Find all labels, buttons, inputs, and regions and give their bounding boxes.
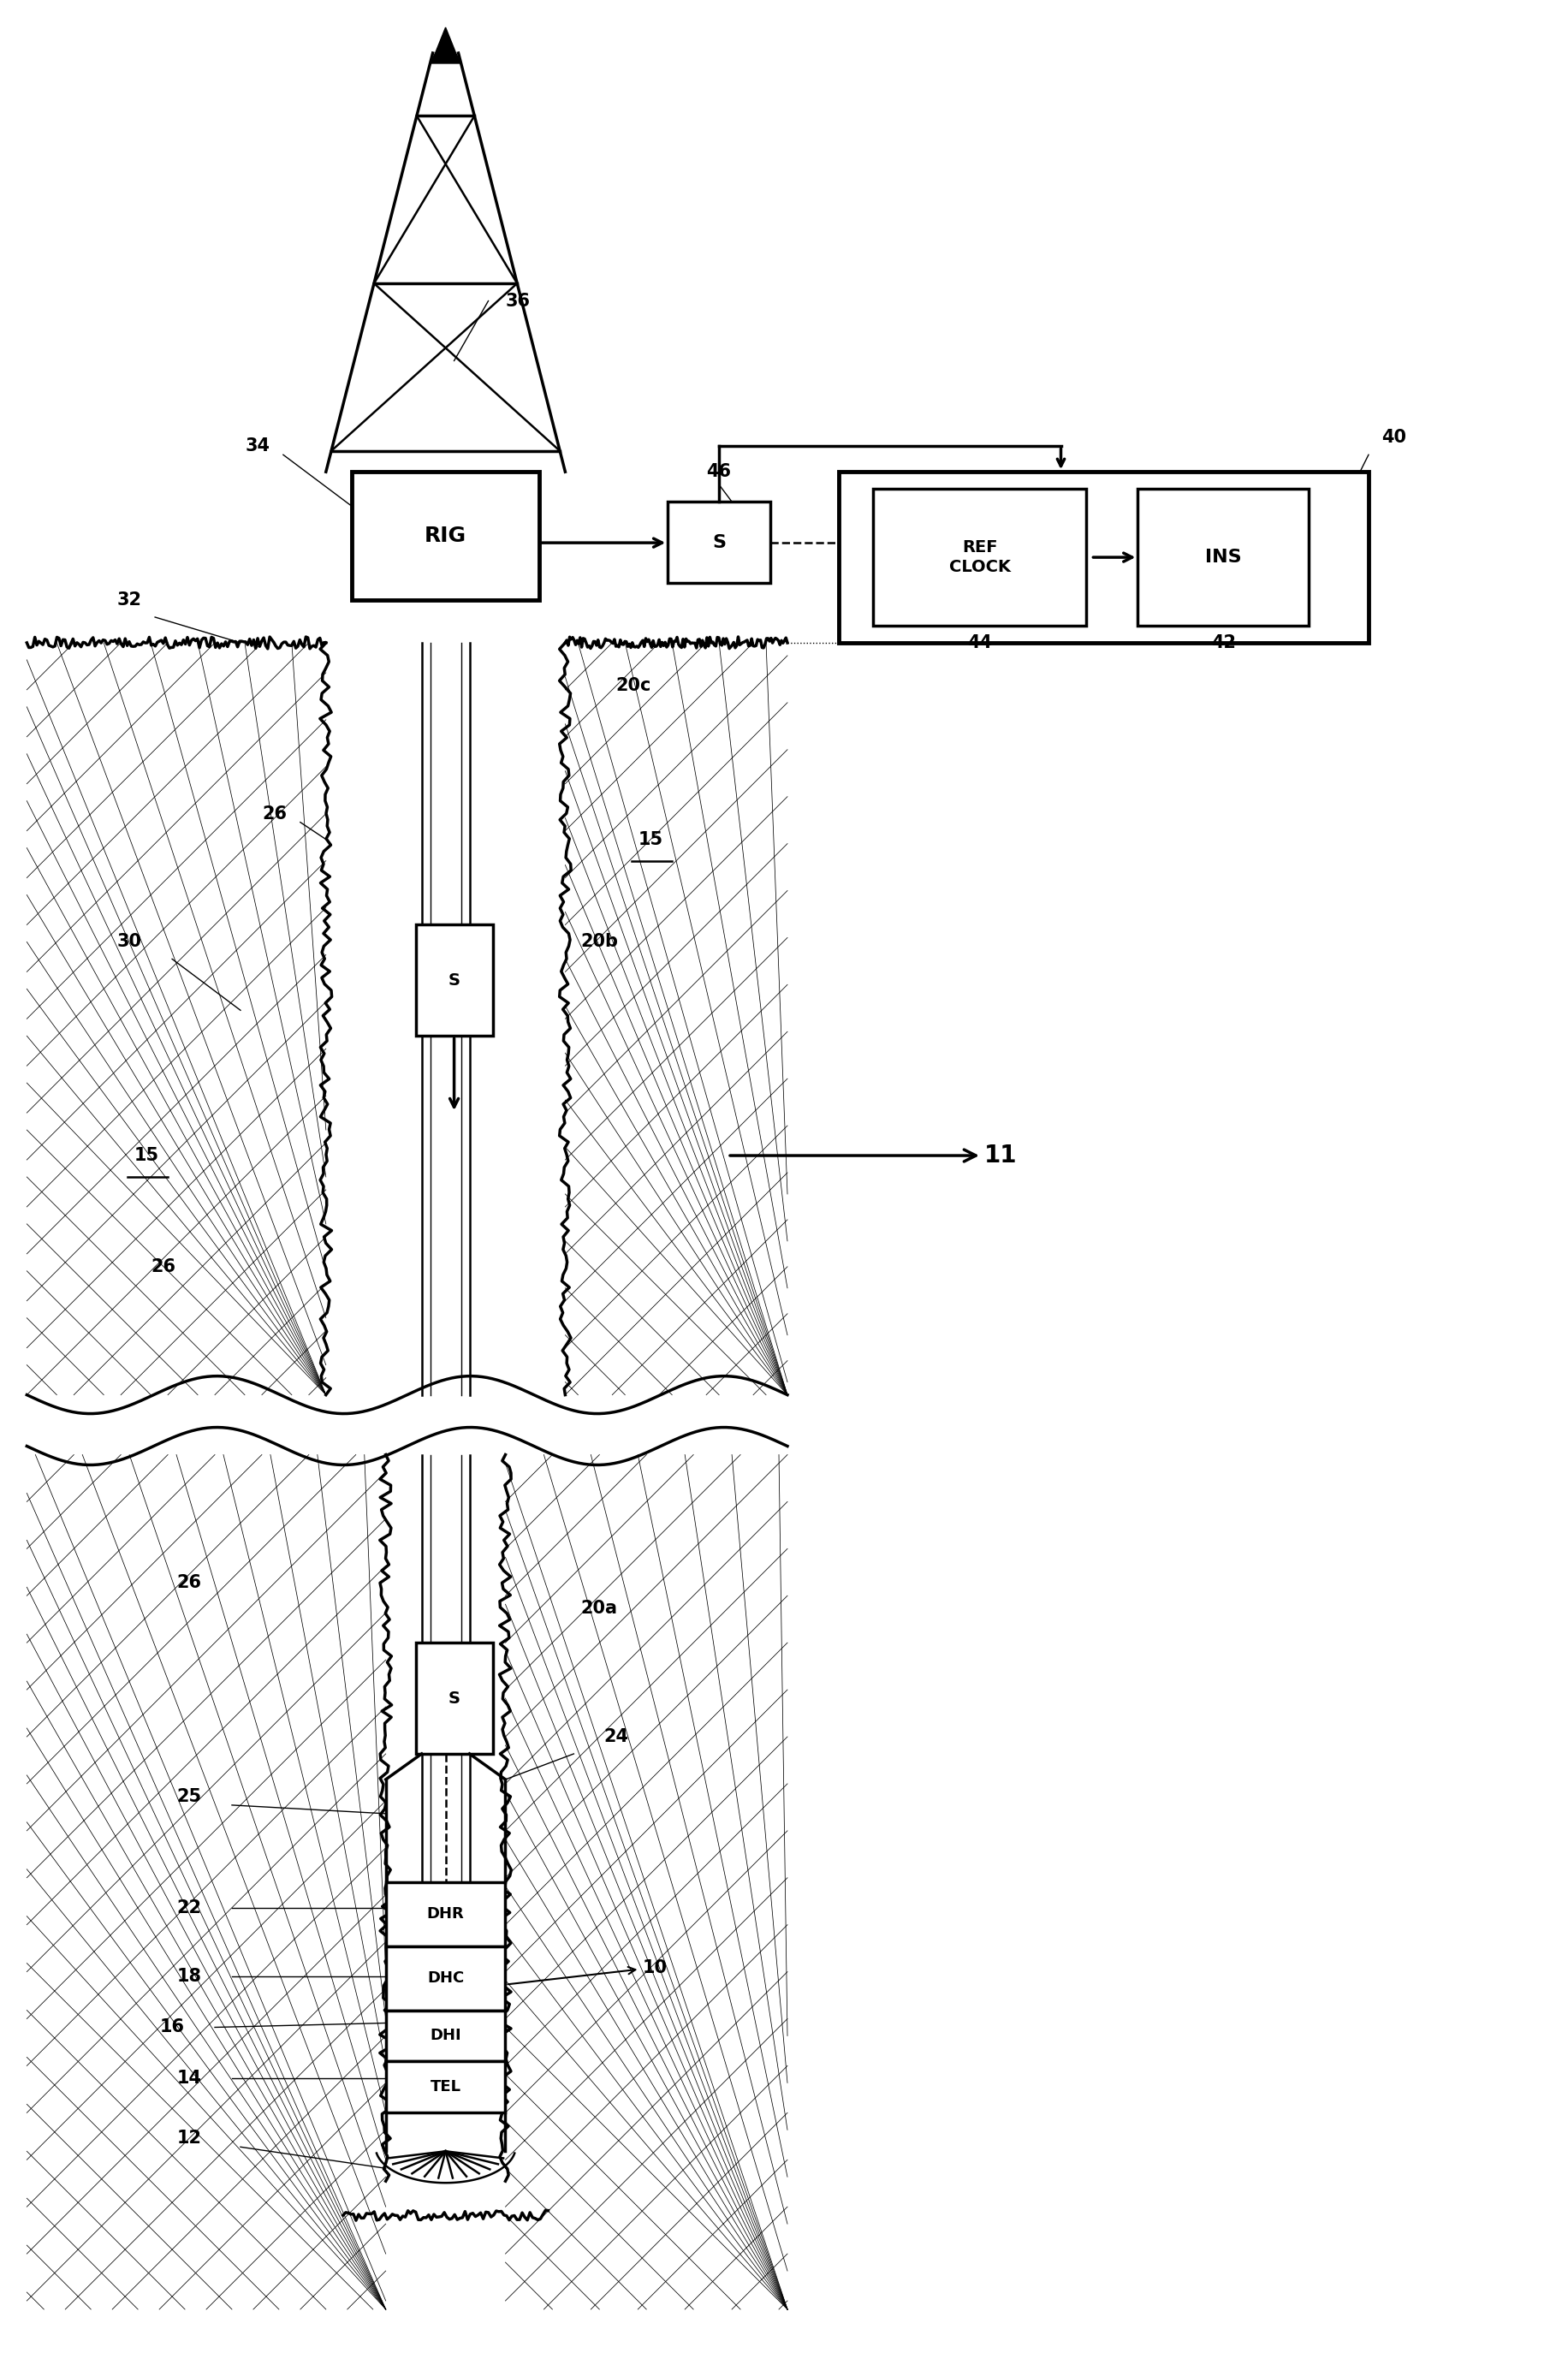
Text: 25: 25 <box>177 1788 202 1805</box>
Text: 15: 15 <box>133 1146 158 1165</box>
Text: 30: 30 <box>118 934 141 951</box>
Text: DHC: DHC <box>426 1969 464 1986</box>
Text: 20b: 20b <box>580 934 618 951</box>
Text: 18: 18 <box>177 1967 202 1984</box>
Text: 44: 44 <box>967 635 993 652</box>
Text: DHR: DHR <box>426 1906 464 1922</box>
Text: REF
CLOCK: REF CLOCK <box>949 539 1010 576</box>
Text: TEL: TEL <box>430 2080 461 2094</box>
Text: 20c: 20c <box>616 678 651 694</box>
Bar <box>416 1642 492 1753</box>
Bar <box>351 473 539 600</box>
Text: 32: 32 <box>118 591 141 609</box>
Bar <box>386 2061 505 2113</box>
Bar <box>416 925 492 1035</box>
Text: S: S <box>712 534 726 551</box>
Text: 40: 40 <box>1381 428 1406 447</box>
Bar <box>386 1882 505 1946</box>
Text: 15: 15 <box>638 831 663 847</box>
Bar <box>839 473 1369 642</box>
Bar <box>668 501 770 584</box>
Bar <box>1138 489 1309 626</box>
Text: 26: 26 <box>151 1259 176 1275</box>
Text: 36: 36 <box>505 292 530 311</box>
Text: 42: 42 <box>1210 635 1236 652</box>
Text: 22: 22 <box>177 1899 202 1915</box>
Text: 26: 26 <box>262 805 287 821</box>
Text: 10: 10 <box>508 1960 666 1984</box>
Text: 14: 14 <box>177 2071 202 2087</box>
Text: S: S <box>448 972 459 988</box>
Bar <box>873 489 1087 626</box>
Text: RIG: RIG <box>425 525 467 546</box>
Text: 20a: 20a <box>582 1600 618 1617</box>
Text: 34: 34 <box>245 438 270 454</box>
Text: DHI: DHI <box>430 2028 461 2042</box>
Text: 12: 12 <box>177 2129 202 2146</box>
Text: 16: 16 <box>160 2019 185 2035</box>
Text: INS: INS <box>1206 548 1242 565</box>
Polygon shape <box>430 54 461 64</box>
Text: 46: 46 <box>707 464 731 480</box>
Text: 26: 26 <box>177 1574 202 1591</box>
Text: S: S <box>448 1689 459 1706</box>
Bar <box>386 1946 505 2009</box>
Text: 11: 11 <box>731 1144 1018 1167</box>
Bar <box>386 2009 505 2061</box>
Text: 24: 24 <box>604 1727 629 1746</box>
Polygon shape <box>436 28 456 54</box>
